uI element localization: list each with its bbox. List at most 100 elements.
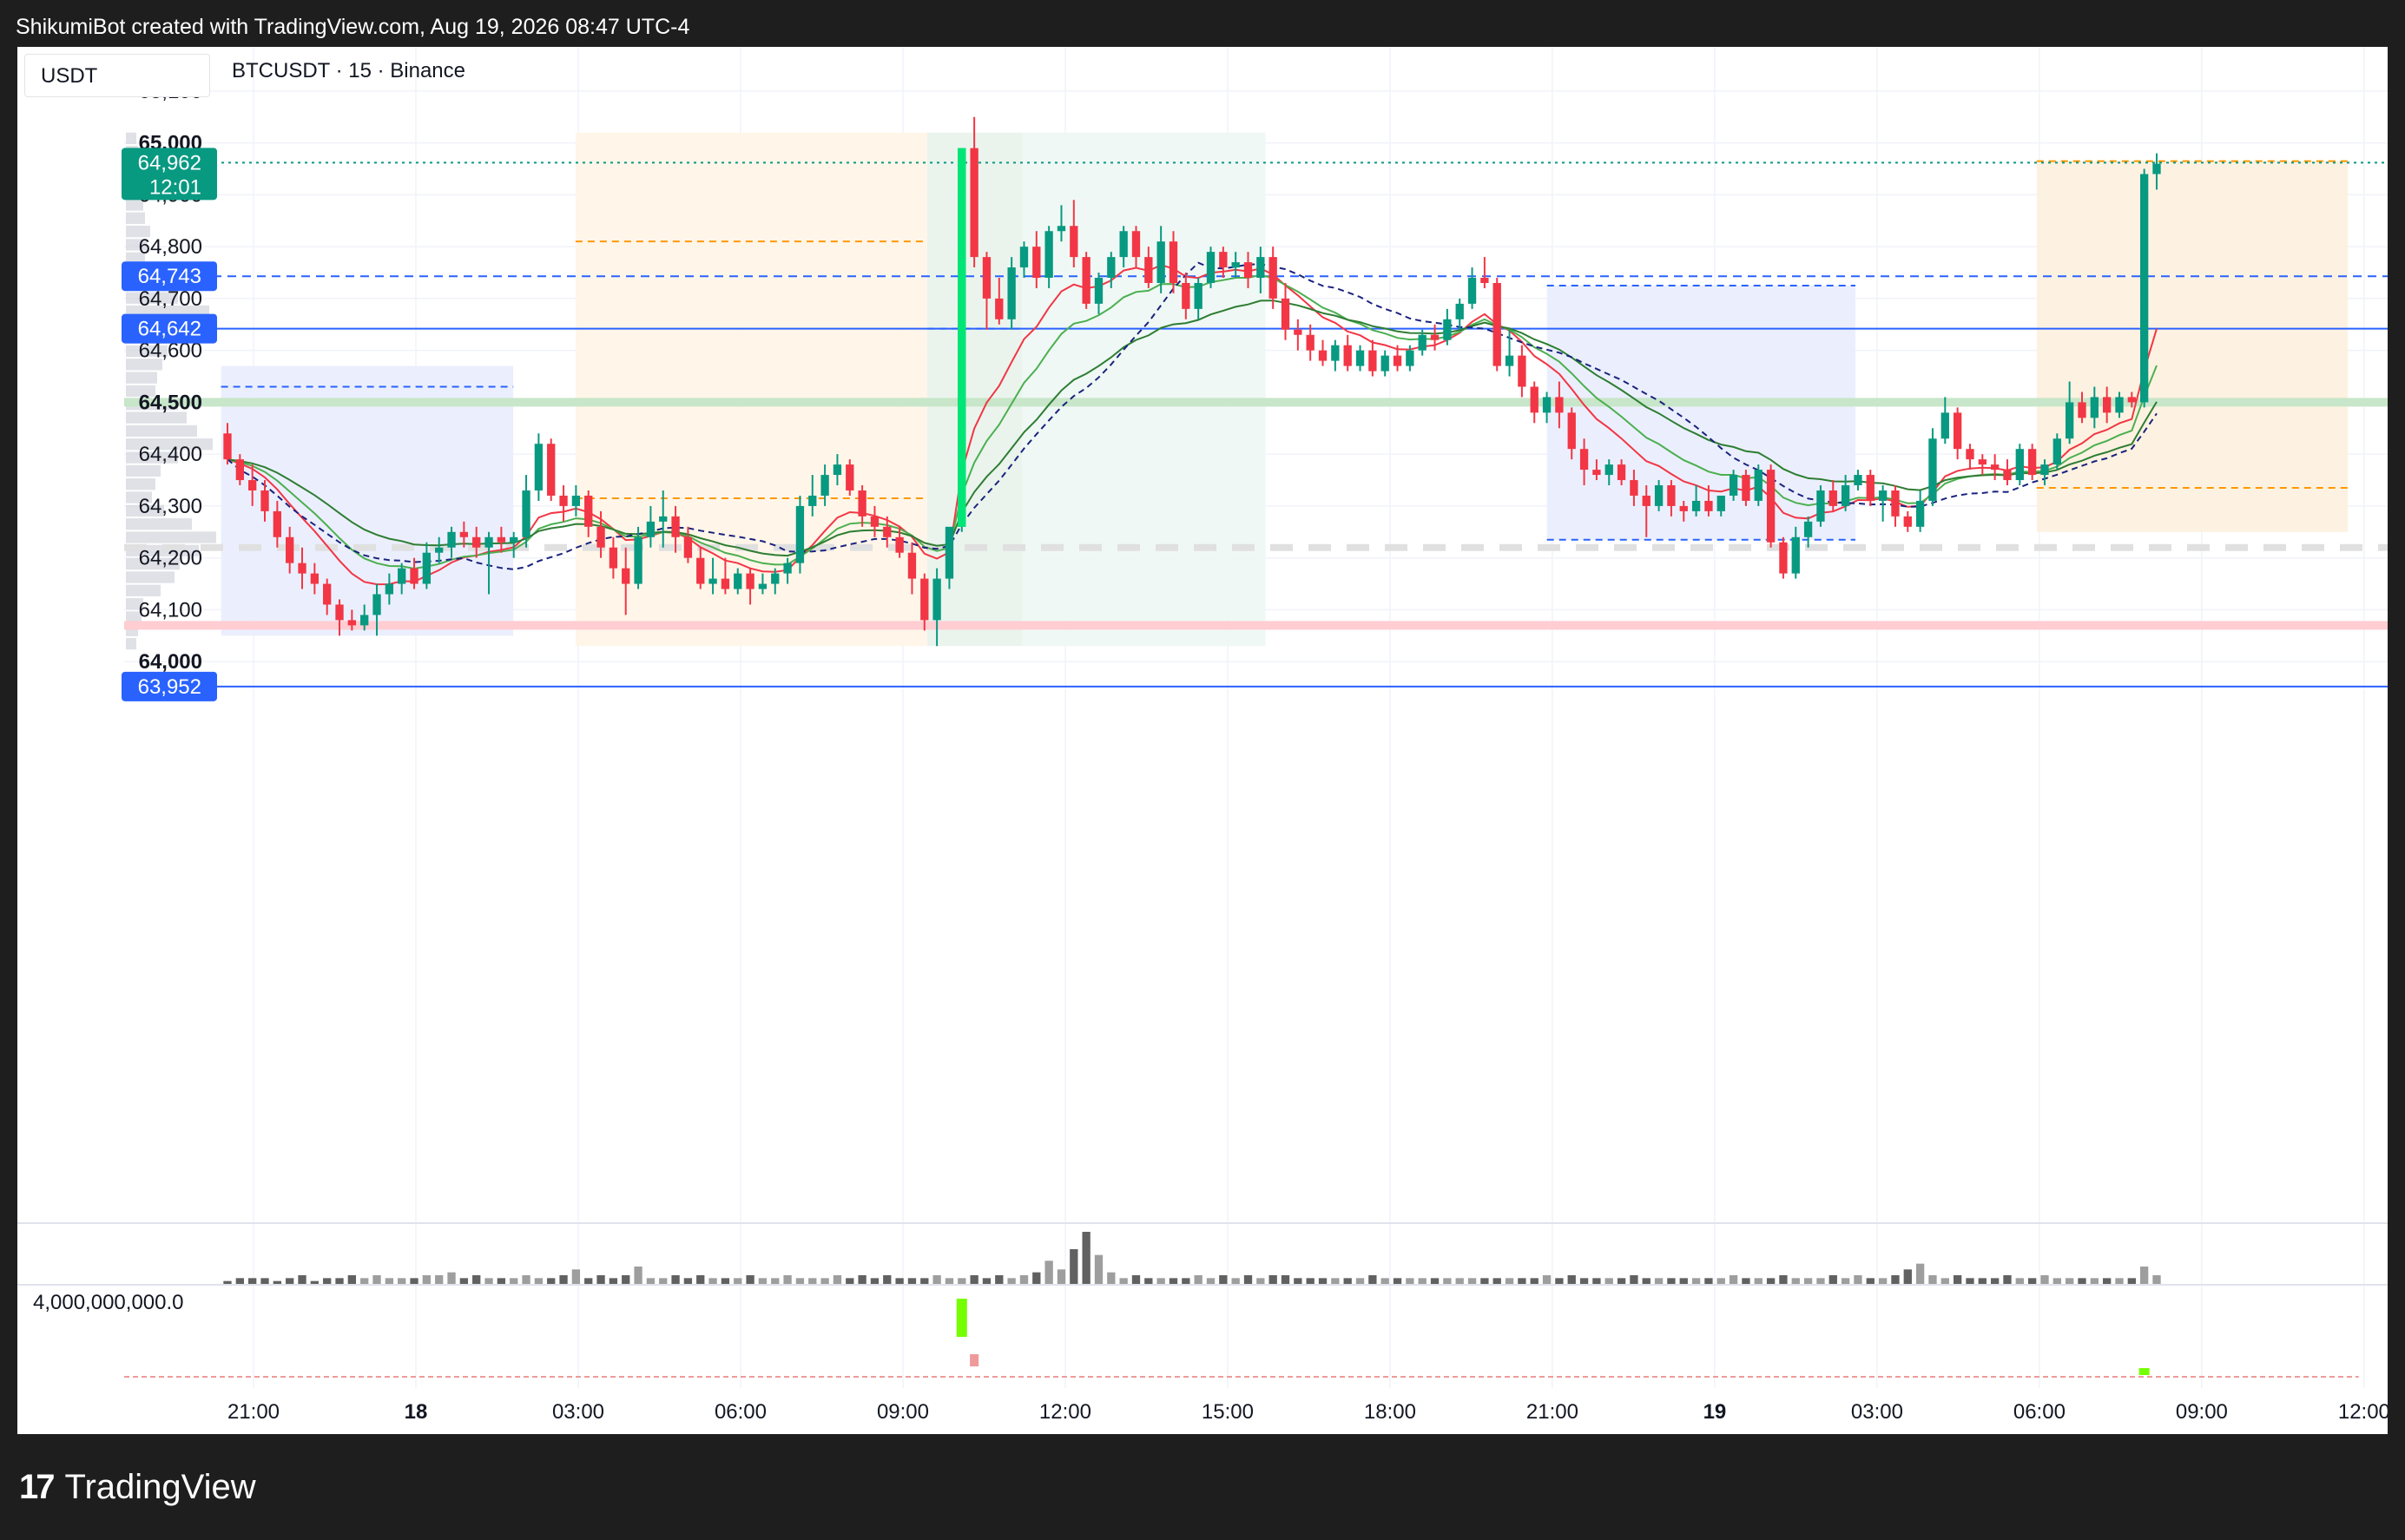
candle-down: [1530, 386, 1539, 413]
candle-down: [1032, 247, 1041, 279]
tradingview-logo[interactable]: 17 TradingView: [19, 1465, 256, 1509]
zone-layer: [221, 132, 2349, 647]
candle-down: [895, 536, 904, 553]
tradingview-logo-icon: 17: [19, 1467, 55, 1506]
candle-down: [1306, 334, 1315, 351]
volume-bar: [783, 1275, 792, 1284]
candle-down: [1368, 350, 1377, 372]
currency-selector[interactable]: USDT: [24, 54, 210, 97]
time-tick-label: 09:00: [877, 1400, 929, 1424]
candle-down: [1766, 470, 1776, 543]
volume-bar: [1019, 1275, 1029, 1284]
chart-svg[interactable]: 4,000,000,000.0 65,10065,00064,90064,800…: [17, 47, 2388, 1434]
candle-down: [1953, 412, 1962, 450]
candle-down: [248, 480, 257, 490]
candle-down: [547, 444, 556, 496]
volume-bar: [758, 1278, 768, 1284]
price-axis[interactable]: 65,10065,00064,90064,80064,70064,60064,5…: [139, 80, 202, 674]
volume-bar: [1467, 1278, 1477, 1284]
candle-down: [609, 547, 618, 569]
time-tick-label: 15:00: [1202, 1400, 1254, 1424]
volume-bar: [808, 1278, 817, 1284]
time-axis[interactable]: 21:00 18 03:00 06:00 09:00 12:00 15:00 18:00 21:…: [227, 1400, 2388, 1424]
candle-up: [734, 573, 742, 589]
volume-bar: [1194, 1275, 1202, 1284]
candle-down: [846, 464, 854, 490]
volume-bar: [459, 1278, 469, 1284]
volume-bar: [1803, 1278, 1813, 1284]
vwap-line: [227, 261, 2158, 570]
volume-bar: [870, 1278, 880, 1284]
candle-layer[interactable]: [223, 116, 2161, 647]
candle-up: [1455, 303, 1464, 319]
candle-up: [1467, 278, 1477, 304]
candle-up: [484, 536, 493, 548]
volume-bar: [846, 1278, 854, 1284]
price-tick-label: 64,400: [139, 443, 202, 466]
candle-down: [1480, 278, 1489, 283]
volume-bar: [410, 1278, 418, 1284]
volume-bar: [1866, 1278, 1875, 1284]
candle-up: [1816, 490, 1825, 522]
candle-up: [771, 573, 780, 584]
candle-up: [447, 531, 456, 548]
volume-bar: [2140, 1267, 2149, 1284]
volume-bar: [1841, 1278, 1850, 1284]
candle-down: [671, 516, 680, 537]
candle-up: [783, 563, 792, 574]
volume-bar: [1418, 1278, 1427, 1284]
candle-up: [1380, 355, 1389, 372]
volume-bar: [584, 1278, 593, 1284]
candle-down: [310, 573, 320, 584]
volume-bar: [510, 1278, 518, 1284]
price-tick-label: 64,800: [139, 235, 202, 259]
volume-bar: [1219, 1275, 1228, 1284]
profile-bar: [126, 345, 168, 358]
volume-bar: [1144, 1278, 1153, 1284]
candle-down: [1318, 350, 1328, 361]
candle-up: [1443, 319, 1452, 340]
volume-bar: [1816, 1278, 1825, 1284]
profile-bar: [126, 504, 164, 517]
profile-bar: [126, 518, 192, 530]
volume-bar: [1131, 1275, 1141, 1284]
volume-bar: [795, 1278, 805, 1284]
candle-up: [932, 578, 941, 621]
candle-down: [1169, 241, 1178, 283]
profile-bar: [126, 464, 161, 477]
session-zone: [221, 365, 514, 636]
volume-bar: [907, 1278, 917, 1284]
candle-down: [920, 578, 929, 621]
candle-down: [721, 578, 730, 589]
candle-up: [1691, 500, 1701, 511]
time-tick-label: 09:00: [2176, 1400, 2228, 1424]
volume-bar: [1480, 1278, 1489, 1284]
volume-bar: [1679, 1278, 1688, 1284]
volume-bar: [1630, 1275, 1638, 1284]
price-badge: [122, 148, 217, 201]
candle-up: [1331, 345, 1340, 361]
candle-up: [1156, 241, 1165, 283]
candle-up: [2015, 449, 2024, 481]
price-tick-label: 64,100: [139, 598, 202, 622]
volume-bar: [223, 1280, 232, 1284]
candle-up: [1107, 257, 1116, 279]
chart-panel[interactable]: 4,000,000,000.0 65,10065,00064,90064,800…: [17, 47, 2388, 1434]
profile-bar: [126, 212, 145, 224]
profile-bar: [126, 571, 175, 583]
profile-bar: [126, 637, 136, 650]
profile-bar: [126, 252, 145, 264]
session-zone: [1022, 132, 1266, 647]
volume-bar: [1579, 1278, 1589, 1284]
volume-bar: [1604, 1278, 1613, 1284]
candle-down: [1630, 480, 1638, 496]
lower-indicator-layer: 4,000,000,000.0: [33, 1291, 2359, 1378]
volume-bar: [2027, 1278, 2037, 1284]
volume-bar: [1007, 1278, 1016, 1284]
price-badge-label: 64,642: [138, 318, 201, 341]
volume-bar: [1318, 1278, 1328, 1284]
volume-bar: [1455, 1278, 1464, 1284]
candle-down: [2027, 449, 2037, 476]
volume-bar: [833, 1275, 842, 1284]
candle-up: [1007, 267, 1016, 319]
